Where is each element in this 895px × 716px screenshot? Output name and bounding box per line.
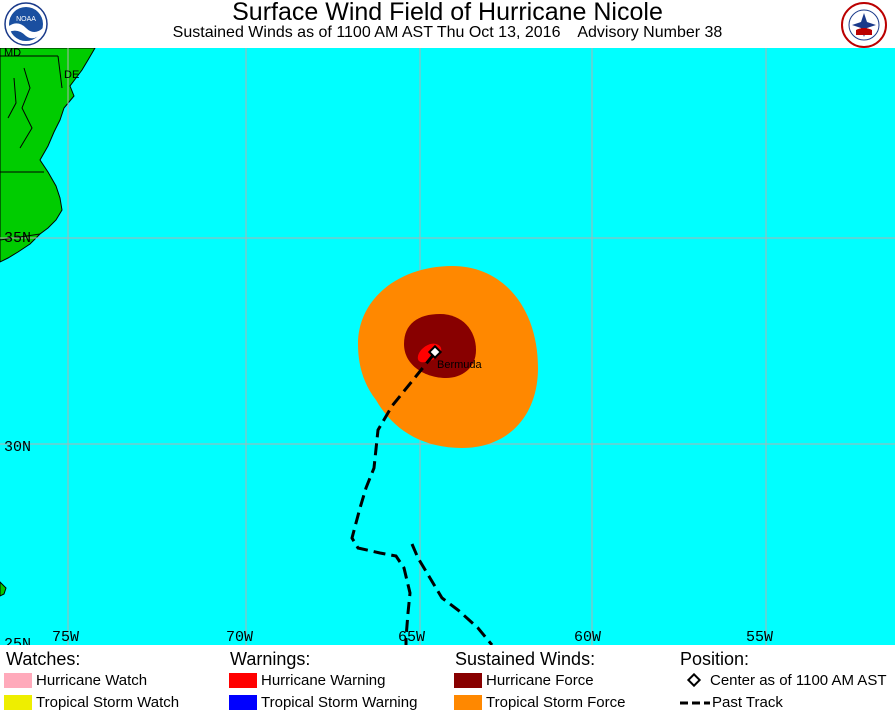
- state-borders: [0, 55, 63, 241]
- lat-label-25n: 25N: [4, 636, 31, 645]
- us-coastline: [0, 48, 96, 263]
- center-diamond-icon: [686, 673, 702, 688]
- state-label-de: DE: [64, 69, 79, 81]
- dashed-line-icon: [680, 701, 710, 705]
- map-subtitle: Sustained Winds as of 1100 AM AST Thu Oc…: [172, 24, 723, 41]
- storm-map: 35N 30N 25N 75W 70W 65W 60W 55W MD DE Be…: [0, 48, 895, 645]
- past-track: [350, 353, 436, 645]
- tropical-storm-warning-swatch: [229, 695, 257, 710]
- watches-heading: Watches:: [6, 649, 81, 669]
- storm-center-marker: [427, 344, 443, 360]
- lon-label-65w: 65W: [398, 629, 425, 645]
- header: NOAA Surface Wind Field of Hurricane Nic…: [0, 0, 895, 48]
- legend-hurricane-force: Hurricane Force: [454, 672, 594, 689]
- legend-tropical-storm-force: Tropical Storm Force: [454, 694, 625, 711]
- lat-label-35n: 35N: [4, 230, 31, 247]
- map-title: Surface Wind Field of Hurricane Nicole: [232, 0, 663, 26]
- nws-logo: [841, 2, 887, 48]
- past-track-older: [410, 543, 494, 645]
- tropical-storm-watch-swatch: [4, 695, 32, 710]
- svg-text:NOAA: NOAA: [16, 16, 36, 23]
- legend-hurricane-watch: Hurricane Watch: [4, 672, 147, 689]
- legend-hurricane-warning: Hurricane Warning: [229, 672, 386, 689]
- legend: Watches: Hurricane Watch Tropical Storm …: [0, 645, 895, 716]
- legend-tropical-storm-watch: Tropical Storm Watch: [4, 694, 179, 711]
- noaa-logo: NOAA: [4, 2, 48, 46]
- tropical-storm-force-swatch: [454, 695, 482, 710]
- legend-past-track: Past Track: [680, 694, 783, 711]
- state-label-md: MD: [4, 48, 21, 59]
- hurricane-force-swatch: [454, 673, 482, 688]
- warnings-heading: Warnings:: [230, 649, 311, 669]
- lat-label-30n: 30N: [4, 439, 31, 456]
- position-heading: Position:: [680, 649, 750, 669]
- lon-label-60w: 60W: [574, 629, 601, 645]
- lon-label-75w: 75W: [52, 629, 79, 645]
- hurricane-watch-swatch: [4, 673, 32, 688]
- bermuda-label: Bermuda: [437, 359, 483, 371]
- lon-label-55w: 55W: [746, 629, 773, 645]
- legend-center: Center as of 1100 AM AST: [684, 672, 886, 689]
- sustained-winds-heading: Sustained Winds:: [455, 649, 596, 669]
- legend-tropical-storm-warning: Tropical Storm Warning: [229, 694, 417, 711]
- lon-label-70w: 70W: [226, 629, 253, 645]
- hurricane-warning-swatch: [229, 673, 257, 688]
